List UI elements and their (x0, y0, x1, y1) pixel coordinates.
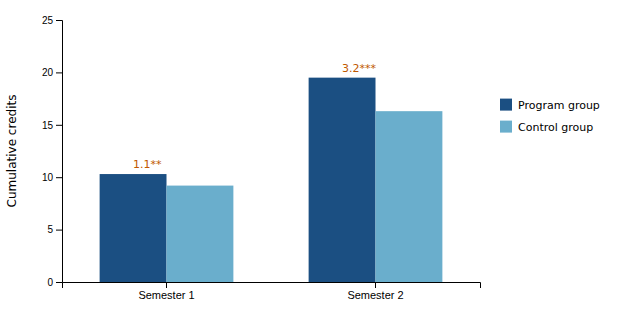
legend-label: Control group (518, 121, 593, 134)
y-tick: 0 (47, 277, 62, 288)
legend-label: Program group (518, 99, 600, 112)
y-tick-label: 15 (42, 120, 54, 131)
x-axis-line (63, 283, 481, 289)
y-axis-line (56, 21, 63, 283)
x-tick: Semester 1 (138, 282, 194, 301)
bar (100, 174, 167, 282)
y-tick-label: 25 (42, 15, 54, 26)
x-tick-mark (375, 282, 376, 288)
y-tick-mark (56, 177, 62, 178)
y-tick: 10 (42, 172, 62, 183)
y-tick-mark (56, 20, 62, 21)
legend-item: Program group (500, 99, 600, 112)
y-tick: 20 (42, 67, 62, 78)
y-tick-mark (56, 125, 62, 126)
x-tick-label: Semester 2 (347, 289, 403, 301)
y-tick-label: 10 (42, 172, 54, 183)
bars (100, 78, 443, 282)
chart: 0 5 10 15 20 25 Semester 1 Semester 2 1.1** 3.2**… (0, 0, 630, 322)
y-tick-label: 0 (47, 277, 53, 288)
x-tick-label: Semester 1 (138, 289, 194, 301)
annotation: 3.2*** (342, 62, 376, 75)
y-tick-mark (56, 282, 62, 283)
y-tick-label: 20 (42, 67, 54, 78)
y-tick-mark (56, 72, 62, 73)
legend-item: Control group (500, 121, 593, 134)
x-tick: Semester 2 (347, 282, 403, 301)
annotation: 1.1** (133, 158, 162, 171)
legend: Program group Control group (500, 99, 600, 134)
y-tick-mark (56, 230, 62, 231)
y-tick: 25 (42, 15, 62, 26)
y-axis: 0 5 10 15 20 25 (42, 15, 63, 288)
y-axis-title: Cumulative credits (5, 95, 19, 208)
annotations: 1.1** 3.2*** (133, 62, 376, 171)
y-tick-label: 5 (47, 224, 53, 235)
legend-swatch (500, 121, 512, 133)
legend-swatch (500, 99, 512, 111)
x-axis: Semester 1 Semester 2 (63, 282, 481, 301)
plot: 0 5 10 15 20 25 Semester 1 Semester 2 1.1** 3.2**… (42, 15, 481, 301)
y-tick: 5 (47, 224, 62, 235)
x-tick-mark (166, 282, 167, 288)
bar (167, 186, 234, 282)
bar (376, 111, 443, 282)
bar (309, 78, 376, 282)
y-tick: 15 (42, 120, 62, 131)
